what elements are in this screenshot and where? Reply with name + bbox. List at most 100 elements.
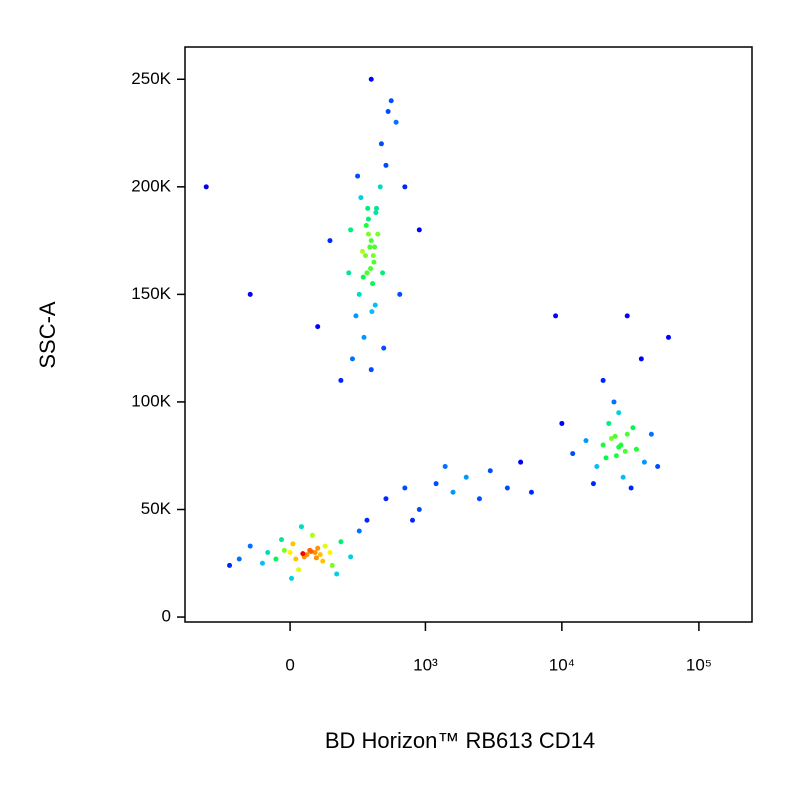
event-dot (590, 481, 596, 487)
event-dot (633, 446, 639, 452)
event-dot (300, 551, 306, 557)
plot-frame (184, 46, 753, 623)
event-dot (315, 324, 321, 330)
x-tick-label: 10³ (413, 655, 438, 674)
event-dot (296, 567, 302, 573)
x-tick-label: 10⁵ (686, 655, 712, 674)
event-dot (416, 227, 422, 233)
event-dot (364, 517, 370, 523)
event-dot (370, 253, 376, 259)
event-dot (655, 463, 661, 469)
event-dot (338, 377, 344, 383)
event-dot (377, 184, 383, 190)
event-dot (317, 552, 323, 558)
event-dot (236, 556, 242, 562)
event-dot (528, 489, 534, 495)
event-dot (259, 560, 265, 566)
y-tick-label: 250K (131, 69, 171, 88)
event-dot (600, 442, 606, 448)
event-dot (372, 302, 378, 308)
event-dot (606, 420, 612, 426)
event-dot (227, 562, 233, 568)
event-dot (358, 195, 364, 201)
event-dot (487, 468, 493, 474)
event-dot (616, 410, 622, 416)
event-dot (518, 459, 524, 465)
event-dot (616, 444, 622, 450)
event-dot (322, 543, 328, 549)
event-dot (360, 274, 366, 280)
event-dot (334, 571, 340, 577)
event-dot (504, 485, 510, 491)
event-dot (559, 420, 565, 426)
event-dot (363, 223, 369, 229)
event-dot (364, 270, 370, 276)
event-dot (355, 173, 361, 179)
event-dot (203, 184, 209, 190)
event-dot (648, 431, 654, 437)
event-dot (378, 141, 384, 147)
event-dot (312, 550, 318, 556)
y-axis-title: SSC-A (35, 301, 60, 369)
event-dot (359, 248, 365, 254)
y-tick-label: 50K (141, 499, 172, 518)
event-dot (613, 453, 619, 459)
event-dot (338, 539, 344, 545)
event-dot (393, 119, 399, 125)
event-dot (600, 377, 606, 383)
event-dot (608, 436, 614, 442)
event-dot (383, 162, 389, 168)
x-tick-label: 10⁴ (549, 655, 575, 674)
event-dot (383, 496, 389, 502)
event-dot (476, 496, 482, 502)
event-dot (368, 266, 374, 272)
event-dot (304, 552, 310, 558)
event-dot (290, 541, 296, 547)
event-dot (570, 451, 576, 457)
event-dot (373, 210, 379, 216)
event-dot (624, 313, 630, 319)
event-dot (370, 281, 376, 287)
event-dot (289, 575, 295, 581)
event-dot (372, 244, 378, 250)
event-dot (247, 291, 253, 297)
x-tick-label: 0 (285, 655, 294, 674)
event-dot (583, 438, 589, 444)
event-dot (622, 448, 628, 454)
event-dot (281, 547, 287, 553)
event-dot (620, 474, 626, 480)
event-dot (287, 550, 293, 556)
event-dot (416, 506, 422, 512)
event-dot (402, 485, 408, 491)
event-dot (603, 455, 609, 461)
event-dot (442, 463, 448, 469)
event-dot (308, 548, 314, 554)
event-dot (368, 367, 374, 373)
event-dot (365, 205, 371, 211)
event-dot (365, 216, 371, 222)
event-dot (402, 184, 408, 190)
event-dot (628, 485, 634, 491)
y-tick-label: 150K (131, 284, 171, 303)
event-dot (630, 425, 636, 431)
event-dot (365, 231, 371, 237)
event-dot (368, 76, 374, 82)
event-dot (463, 474, 469, 480)
event-dot (367, 244, 373, 250)
event-dot (309, 532, 315, 538)
y-tick-label: 200K (131, 176, 171, 195)
event-dot (247, 543, 253, 549)
event-dot (279, 537, 285, 543)
event-dot (612, 433, 618, 439)
event-dot (381, 345, 387, 351)
y-tick-label: 100K (131, 391, 171, 410)
event-dot (594, 463, 600, 469)
event-dot (380, 270, 386, 276)
event-dot (346, 270, 352, 276)
event-dot (433, 481, 439, 487)
event-dot (327, 550, 333, 556)
event-dot (265, 550, 271, 556)
event-dot (611, 399, 617, 405)
event-dot (624, 431, 630, 437)
